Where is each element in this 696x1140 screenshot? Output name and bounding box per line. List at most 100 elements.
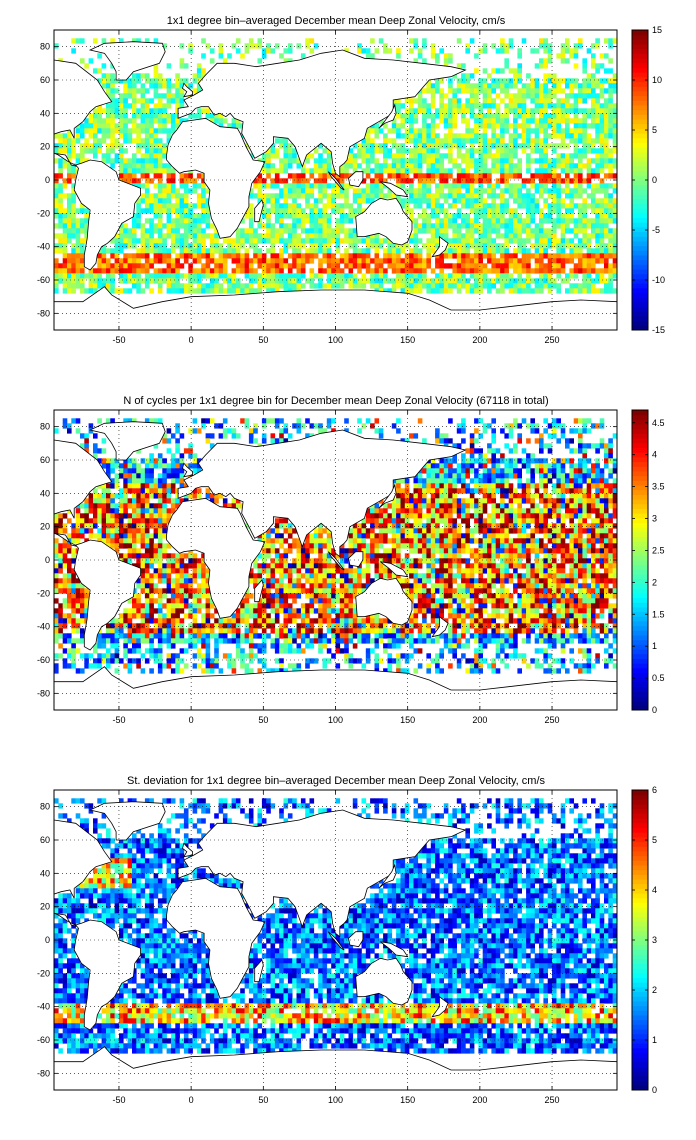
data-cell <box>71 258 76 264</box>
data-cell <box>409 498 414 504</box>
data-cell <box>591 123 596 129</box>
data-cell <box>508 433 514 439</box>
data-cell <box>513 473 518 479</box>
data-cell <box>183 78 189 84</box>
colorbar-segment <box>632 175 648 181</box>
data-cell <box>300 213 306 219</box>
data-cell <box>222 288 228 294</box>
data-cell <box>413 283 419 289</box>
data-cell <box>326 273 332 279</box>
data-cell <box>539 473 544 479</box>
data-cell <box>547 273 553 279</box>
data-cell <box>339 223 345 229</box>
data-cell <box>283 193 289 199</box>
data-cell <box>487 173 492 179</box>
data-cell <box>422 488 427 494</box>
data-cell <box>465 243 470 249</box>
data-cell <box>383 248 388 254</box>
data-cell <box>526 508 531 514</box>
data-cell <box>604 53 609 59</box>
data-cell <box>452 203 457 209</box>
data-cell <box>539 278 544 284</box>
data-cell <box>123 148 128 154</box>
data-cell <box>439 113 444 119</box>
data-cell <box>192 88 198 94</box>
data-cell <box>560 188 566 194</box>
data-cell <box>469 108 475 114</box>
data-cell <box>140 158 146 164</box>
data-cell <box>474 273 479 279</box>
data-cell <box>461 428 466 434</box>
data-cell <box>604 463 609 469</box>
data-cell <box>370 143 375 149</box>
data-cell <box>504 153 509 159</box>
data-cell <box>283 158 289 164</box>
data-cell <box>556 158 561 164</box>
data-cell <box>201 243 206 249</box>
data-cell <box>534 423 540 429</box>
data-cell <box>586 473 592 479</box>
data-cell <box>448 508 453 514</box>
data-cell <box>387 163 393 169</box>
data-cell <box>465 483 470 489</box>
data-cell <box>93 148 98 154</box>
data-cell <box>248 433 254 439</box>
data-cell <box>71 268 76 274</box>
data-cell <box>448 478 453 484</box>
data-cell <box>517 53 522 59</box>
data-cell <box>599 63 605 69</box>
data-cell <box>296 233 302 239</box>
data-cell <box>344 273 349 279</box>
data-cell <box>560 268 566 274</box>
data-cell <box>474 513 479 519</box>
data-cell <box>326 173 332 179</box>
data-cell <box>309 233 315 239</box>
data-cell <box>435 493 440 499</box>
data-cell <box>530 493 535 499</box>
data-cell <box>508 83 514 89</box>
data-cell <box>560 473 566 479</box>
data-cell <box>517 168 522 174</box>
data-cell <box>136 283 141 289</box>
data-cell <box>443 478 449 484</box>
data-cell <box>101 463 107 469</box>
data-cell <box>261 153 267 159</box>
data-cell <box>534 483 540 489</box>
data-cell <box>599 243 605 249</box>
data-cell <box>93 283 98 289</box>
data-cell <box>500 218 505 224</box>
data-cell <box>591 478 596 484</box>
data-cell <box>461 158 466 164</box>
data-cell <box>599 478 605 484</box>
data-cell <box>534 463 540 469</box>
data-cell <box>67 273 72 279</box>
data-cell <box>365 173 371 179</box>
data-cell <box>430 223 436 229</box>
data-cell <box>482 458 488 464</box>
data-cell <box>456 288 462 294</box>
data-cell <box>560 198 566 204</box>
data-cell <box>348 203 354 209</box>
data-cell <box>556 438 561 444</box>
data-cell <box>309 253 315 259</box>
data-cell <box>435 83 440 89</box>
data-cell <box>261 438 267 444</box>
data-cell <box>547 238 553 244</box>
data-cell <box>500 68 505 74</box>
data-cell <box>569 238 574 244</box>
data-cell <box>521 98 527 104</box>
data-cell <box>88 143 94 149</box>
data-cell <box>119 463 124 469</box>
data-cell <box>543 58 548 64</box>
data-cell <box>474 93 479 99</box>
data-cell <box>132 123 137 129</box>
data-cell <box>62 228 68 234</box>
data-cell <box>106 463 111 469</box>
data-cell <box>292 258 297 264</box>
data-cell <box>84 208 89 214</box>
data-cell <box>101 78 107 84</box>
data-cell <box>93 503 98 509</box>
data-cell <box>417 53 423 59</box>
data-cell <box>487 238 492 244</box>
data-cell <box>404 273 410 279</box>
